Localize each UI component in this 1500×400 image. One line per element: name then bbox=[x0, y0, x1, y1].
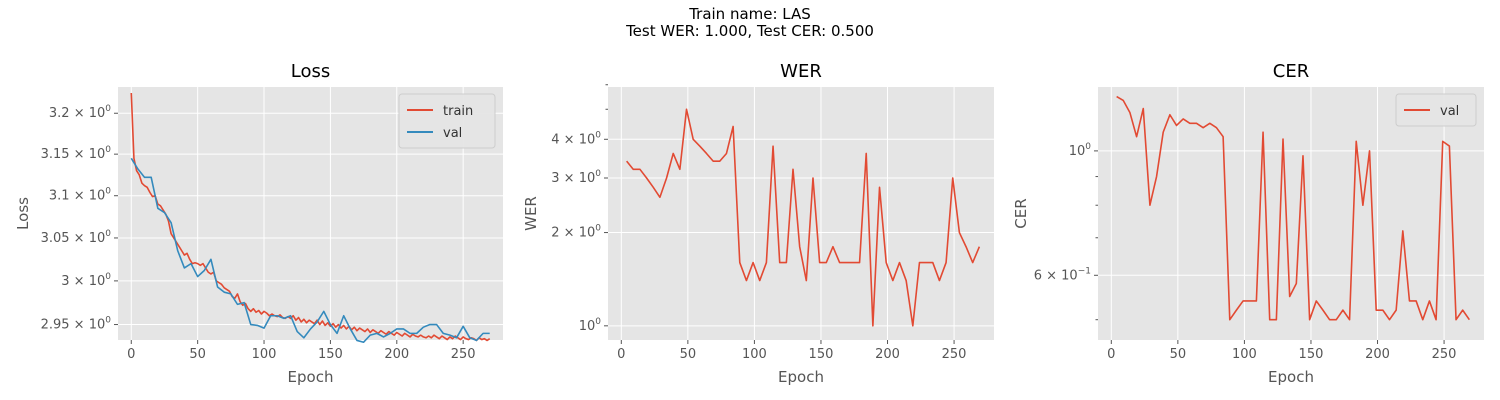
x-tick-label: 200 bbox=[384, 347, 409, 362]
y-tick-label: 100 bbox=[579, 317, 602, 334]
chart-title: CER bbox=[1273, 61, 1309, 82]
chart-loss: 0 50 100 150 200 250 2.95 × 100 3 × 100 3.05 × 1… bbox=[14, 61, 503, 386]
x-tick-label: 150 bbox=[1299, 347, 1324, 362]
y-tick-label: 3.05 × 100 bbox=[41, 229, 112, 246]
plot-area bbox=[608, 87, 994, 340]
x-tick-label: 50 bbox=[1170, 347, 1187, 362]
x-tick-label: 250 bbox=[451, 347, 476, 362]
series-line-val-0 bbox=[626, 108, 981, 327]
x-axis-label: Epoch bbox=[288, 368, 334, 386]
x-tick-label: 200 bbox=[875, 347, 900, 362]
x-tick-label: 250 bbox=[942, 347, 967, 362]
x-tick-label: 100 bbox=[742, 347, 767, 362]
x-tick-label: 0 bbox=[127, 347, 135, 362]
x-axis-label: Epoch bbox=[778, 368, 824, 386]
chart-wer: 0 50 100 150 200 250 100 2 × 100 3 × 100 4 × 100 W… bbox=[522, 61, 994, 386]
x-tick-label: 50 bbox=[680, 347, 697, 362]
y-axis-label: CER bbox=[1012, 198, 1030, 228]
legend: val bbox=[1395, 93, 1477, 127]
x-tick-label: 100 bbox=[252, 347, 277, 362]
y-tick-label: 3.15 × 100 bbox=[41, 145, 112, 162]
y-tick-label: 2.95 × 100 bbox=[41, 316, 112, 333]
plot-area bbox=[1098, 87, 1484, 340]
x-tick-label: 0 bbox=[1107, 347, 1115, 362]
x-tick-label: 150 bbox=[809, 347, 834, 362]
series-line-val-1 bbox=[130, 157, 490, 344]
x-tick-label: 200 bbox=[1365, 347, 1390, 362]
chart-title: WER bbox=[780, 61, 822, 82]
x-tick-label: 100 bbox=[1232, 347, 1257, 362]
y-tick-label: 3.1 × 100 bbox=[49, 187, 111, 204]
legend-label-val: val bbox=[1440, 104, 1459, 119]
y-tick-label: 6 × 10−1 bbox=[1034, 266, 1091, 283]
x-tick-label: 0 bbox=[617, 347, 625, 362]
legend-label-train: train bbox=[443, 104, 473, 119]
y-tick-label: 4 × 100 bbox=[551, 130, 601, 147]
y-tick-label: 3 × 100 bbox=[551, 169, 601, 186]
x-axis-label: Epoch bbox=[1268, 368, 1314, 386]
chart-cer: 0 50 100 150 200 250 100 6 × 10−1 CER Epoch CER val bbox=[1012, 61, 1484, 386]
figure-suptitle-name: Train name: LAS bbox=[689, 5, 811, 23]
series-line-val-0 bbox=[1116, 95, 1471, 321]
figure-suptitle-metrics: Test WER: 1.000, Test CER: 0.500 bbox=[626, 22, 874, 40]
legend-label-val: val bbox=[443, 126, 462, 141]
legend-box bbox=[398, 93, 496, 149]
y-tick-label: 3 × 100 bbox=[61, 272, 111, 289]
series-line-train-0 bbox=[130, 92, 491, 342]
x-tick-label: 250 bbox=[1432, 347, 1457, 362]
y-tick-label: 3.2 × 100 bbox=[49, 104, 111, 121]
legend-box bbox=[1395, 93, 1477, 127]
y-axis-label: WER bbox=[522, 196, 540, 231]
chart-title: Loss bbox=[291, 61, 330, 82]
x-tick-label: 50 bbox=[189, 347, 206, 362]
y-tick-label: 2 × 100 bbox=[551, 224, 601, 241]
legend: train val bbox=[398, 93, 496, 149]
y-tick-label: 100 bbox=[1069, 142, 1092, 159]
y-axis-label: Loss bbox=[14, 197, 32, 230]
x-tick-label: 150 bbox=[318, 347, 343, 362]
